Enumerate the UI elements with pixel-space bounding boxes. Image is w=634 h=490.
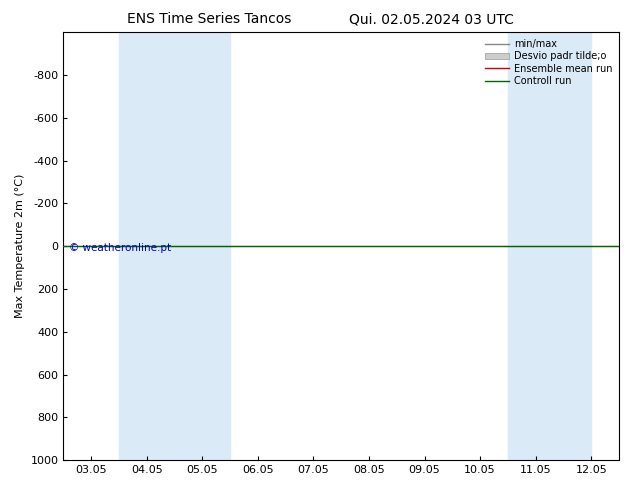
Legend: min/max, Desvio padr tilde;o, Ensemble mean run, Controll run: min/max, Desvio padr tilde;o, Ensemble m… (482, 37, 614, 88)
Y-axis label: Max Temperature 2m (°C): Max Temperature 2m (°C) (15, 174, 25, 318)
Bar (119, 32, 230, 460)
Bar (508, 32, 592, 460)
Text: © weatheronline.pt: © weatheronline.pt (69, 243, 171, 253)
Text: Qui. 02.05.2024 03 UTC: Qui. 02.05.2024 03 UTC (349, 12, 514, 26)
Text: ENS Time Series Tancos: ENS Time Series Tancos (127, 12, 292, 26)
